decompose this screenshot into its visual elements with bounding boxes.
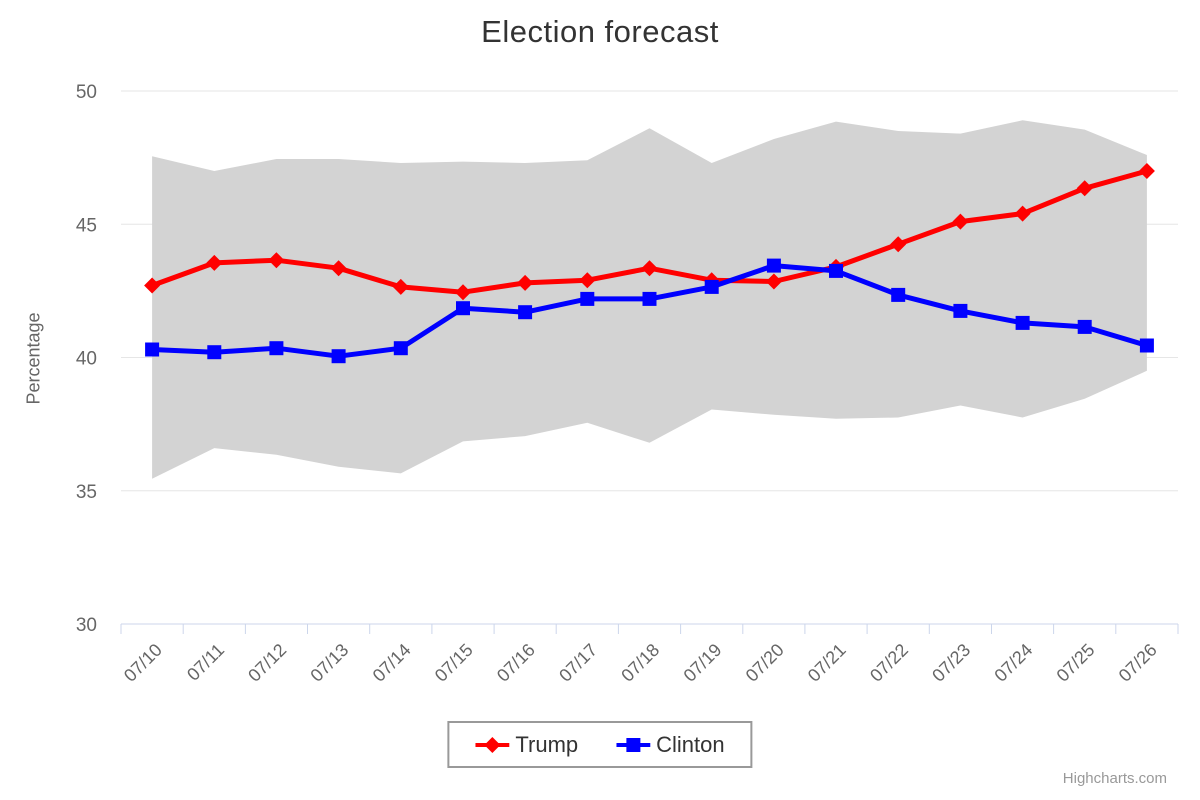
x-tick-label: 07/21 xyxy=(804,640,850,686)
data-point-trump[interactable] xyxy=(330,260,347,277)
data-point-trump[interactable] xyxy=(206,254,223,271)
y-tick-label: 35 xyxy=(76,482,97,503)
x-tick-label: 07/19 xyxy=(680,640,726,686)
data-point-trump[interactable] xyxy=(1014,205,1031,222)
data-point-clinton[interactable] xyxy=(642,291,657,306)
data-point-clinton[interactable] xyxy=(456,301,470,316)
x-tick-label: 07/16 xyxy=(493,640,539,686)
data-point-clinton[interactable] xyxy=(393,341,408,356)
legend-item-trump[interactable]: Trump xyxy=(475,732,578,758)
data-point-clinton[interactable] xyxy=(829,263,843,278)
data-point-clinton[interactable] xyxy=(704,279,719,294)
data-point-clinton[interactable] xyxy=(145,342,160,357)
data-point-trump[interactable] xyxy=(455,284,471,301)
data-point-trump[interactable] xyxy=(392,278,409,295)
data-point-clinton[interactable] xyxy=(580,291,595,306)
x-tick-label: 07/20 xyxy=(742,640,788,686)
y-tick-label: 45 xyxy=(76,215,97,236)
data-point-trump[interactable] xyxy=(517,274,534,291)
data-point-trump[interactable] xyxy=(1138,163,1155,179)
data-point-trump[interactable] xyxy=(952,213,969,230)
legend: Trump Clinton xyxy=(447,721,753,768)
y-tick-label: 30 xyxy=(76,615,97,636)
data-point-clinton[interactable] xyxy=(269,341,284,356)
data-point-trump[interactable] xyxy=(268,252,285,269)
data-point-clinton[interactable] xyxy=(207,345,222,360)
data-point-trump[interactable] xyxy=(579,272,596,289)
data-point-trump[interactable] xyxy=(641,260,658,277)
y-tick-label: 50 xyxy=(76,82,97,103)
x-tick-label: 07/18 xyxy=(617,640,663,686)
x-tick-label: 07/15 xyxy=(431,640,477,686)
data-point-clinton[interactable] xyxy=(891,287,906,302)
data-point-clinton[interactable] xyxy=(518,305,533,320)
x-tick-label: 07/23 xyxy=(928,640,974,686)
data-point-clinton[interactable] xyxy=(1077,319,1092,334)
credit-link[interactable]: Highcharts.com xyxy=(1062,770,1167,787)
x-tick-label: 07/13 xyxy=(306,640,352,686)
data-point-clinton[interactable] xyxy=(1139,338,1154,353)
chart-title: Election forecast xyxy=(481,14,719,49)
data-point-clinton[interactable] xyxy=(331,349,346,364)
x-tick-label: 07/17 xyxy=(555,640,601,686)
trump-legend-marker-icon xyxy=(475,736,510,753)
clinton-legend-marker-icon xyxy=(616,737,651,752)
x-tick-label: 07/22 xyxy=(866,640,912,686)
data-point-trump[interactable] xyxy=(765,273,782,290)
x-tick-label: 07/12 xyxy=(244,640,290,686)
data-point-trump[interactable] xyxy=(890,236,907,253)
x-tick-label: 07/24 xyxy=(990,640,1036,686)
legend-label-trump: Trump xyxy=(515,731,579,757)
legend-label-clinton: Clinton xyxy=(656,731,725,757)
legend-item-clinton[interactable]: Clinton xyxy=(616,731,725,758)
x-tick-label: 07/14 xyxy=(369,640,415,686)
data-point-trump[interactable] xyxy=(1076,180,1093,197)
x-tick-label: 07/10 xyxy=(120,640,166,686)
x-tick-label: 07/11 xyxy=(183,640,228,685)
data-point-clinton[interactable] xyxy=(766,258,781,273)
x-tick-label: 07/25 xyxy=(1053,640,1099,686)
data-point-trump[interactable] xyxy=(144,277,161,294)
x-tick-label: 07/26 xyxy=(1115,640,1161,686)
data-point-clinton[interactable] xyxy=(953,303,968,318)
data-point-clinton[interactable] xyxy=(1015,315,1030,330)
y-tick-label: 40 xyxy=(76,349,97,370)
